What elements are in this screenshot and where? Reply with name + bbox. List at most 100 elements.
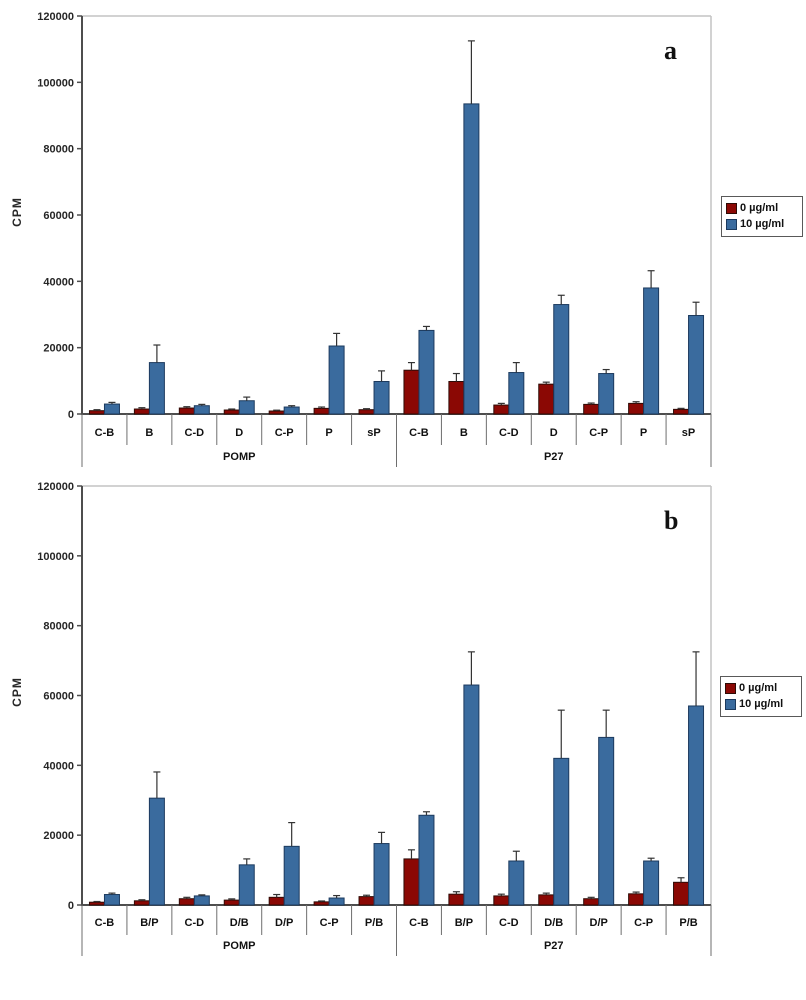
legend-swatch-10ugml: [725, 698, 736, 710]
bar-10ugml: [103, 403, 120, 415]
bar-0ugml: [268, 410, 285, 415]
bar-10ugml: [193, 405, 210, 415]
chart-b-plot: 0 20000 40000 60000 80000 100000 120000 C-B B/P C…: [37, 481, 712, 956]
group-label: POMP: [223, 451, 255, 463]
bar-10ugml: [418, 814, 435, 906]
category-label: D/P: [590, 917, 608, 929]
category-label: C-P: [634, 917, 653, 929]
bar-10ugml: [238, 400, 255, 415]
y-tick-label: 40000: [43, 276, 74, 288]
legend-label: 0 µg/ml: [740, 202, 779, 214]
category-label: B/P: [140, 917, 158, 929]
category-label: sP: [682, 427, 695, 439]
chart-a-plot: 0 20000 40000 60000 80000 100000 120000 C-B B C-D…: [37, 11, 712, 467]
legend-item: 0 µg/ml: [726, 200, 798, 216]
bar-10ugml: [328, 345, 345, 415]
bar-0ugml: [88, 901, 105, 906]
category-label: C-B: [409, 427, 429, 439]
bar-0ugml: [403, 858, 420, 906]
y-tick-label: 0: [68, 900, 74, 912]
bar-0ugml: [448, 380, 465, 415]
bar-0ugml: [313, 407, 330, 415]
category-label: P: [325, 427, 332, 439]
y-tick-label: 120000: [37, 481, 74, 493]
legend-item: 10 µg/ml: [725, 696, 797, 712]
bar-0ugml: [178, 407, 195, 415]
category-label: C-D: [499, 427, 519, 439]
bar-10ugml: [103, 894, 120, 906]
bar-10ugml: [373, 843, 390, 906]
bar-0ugml: [673, 881, 690, 906]
panel-letter-a: a: [664, 36, 677, 65]
category-label: D/B: [230, 917, 249, 929]
y-tick-label: 80000: [43, 621, 74, 633]
bar-0ugml: [358, 896, 375, 906]
bar-10ugml: [643, 287, 660, 415]
bar-10ugml: [148, 797, 165, 906]
y-tick-label: 20000: [43, 343, 74, 355]
bar-0ugml: [223, 899, 240, 906]
legend-swatch-0ugml: [725, 682, 736, 694]
category-label: D: [235, 427, 243, 439]
legend-b: 0 µg/ml 10 µg/ml: [720, 676, 802, 717]
group-label: P27: [544, 940, 564, 952]
bar-10ugml: [688, 314, 705, 415]
bar-0ugml: [538, 894, 555, 906]
legend-label: 0 µg/ml: [739, 682, 778, 694]
legend-label: 10 µg/ml: [740, 218, 785, 230]
category-label: C-D: [185, 427, 205, 439]
category-label: B: [145, 427, 153, 439]
legend-label: 10 µg/ml: [739, 698, 784, 710]
category-label: C-D: [185, 917, 205, 929]
y-tick-label: 20000: [43, 830, 74, 842]
legend-a: 0 µg/ml 10 µg/ml: [721, 196, 803, 237]
bar-10ugml: [463, 103, 480, 415]
category-label: C-B: [409, 917, 429, 929]
bar-10ugml: [508, 860, 525, 906]
bar-0ugml: [673, 408, 690, 415]
y-tick-label: 80000: [43, 144, 74, 156]
bar-10ugml: [328, 897, 345, 906]
y-tick-label: 0: [68, 409, 74, 421]
legend-swatch-0ugml: [726, 202, 737, 214]
bar-10ugml: [283, 845, 300, 906]
category-label: C-B: [95, 427, 115, 439]
category-label: D/B: [544, 917, 563, 929]
y-tick-label: 60000: [43, 691, 74, 703]
bar-10ugml: [148, 362, 165, 415]
bar-0ugml: [493, 404, 510, 415]
category-label: C-P: [320, 917, 339, 929]
category-label: P: [640, 427, 647, 439]
bar-10ugml: [688, 705, 705, 906]
y-tick-label: 100000: [37, 77, 74, 89]
bar-10ugml: [238, 864, 255, 906]
bar-0ugml: [358, 409, 375, 415]
y-axis-title-a: CPM: [9, 197, 24, 227]
group-label: POMP: [223, 940, 255, 952]
bar-10ugml: [193, 895, 210, 906]
y-tick-label: 100000: [37, 551, 74, 563]
y-tick-label: 40000: [43, 760, 74, 772]
bar-10ugml: [463, 684, 480, 906]
y-tick-label: 60000: [43, 210, 74, 222]
bar-0ugml: [583, 898, 600, 906]
category-label: P/B: [365, 917, 383, 929]
bar-0ugml: [628, 893, 645, 906]
bar-10ugml: [553, 304, 570, 415]
bar-0ugml: [538, 383, 555, 415]
legend-item: 0 µg/ml: [725, 680, 797, 696]
bar-0ugml: [133, 900, 150, 906]
category-label: C-P: [589, 427, 608, 439]
bar-0ugml: [448, 893, 465, 906]
bar-0ugml: [178, 898, 195, 906]
legend-item: 10 µg/ml: [726, 216, 798, 232]
category-label: C-B: [95, 917, 115, 929]
bar-10ugml: [418, 329, 435, 415]
bar-0ugml: [268, 896, 285, 906]
group-label: P27: [544, 451, 564, 463]
category-label: C-D: [499, 917, 519, 929]
bar-0ugml: [628, 402, 645, 415]
category-label: C-P: [275, 427, 294, 439]
category-label: B/P: [455, 917, 473, 929]
